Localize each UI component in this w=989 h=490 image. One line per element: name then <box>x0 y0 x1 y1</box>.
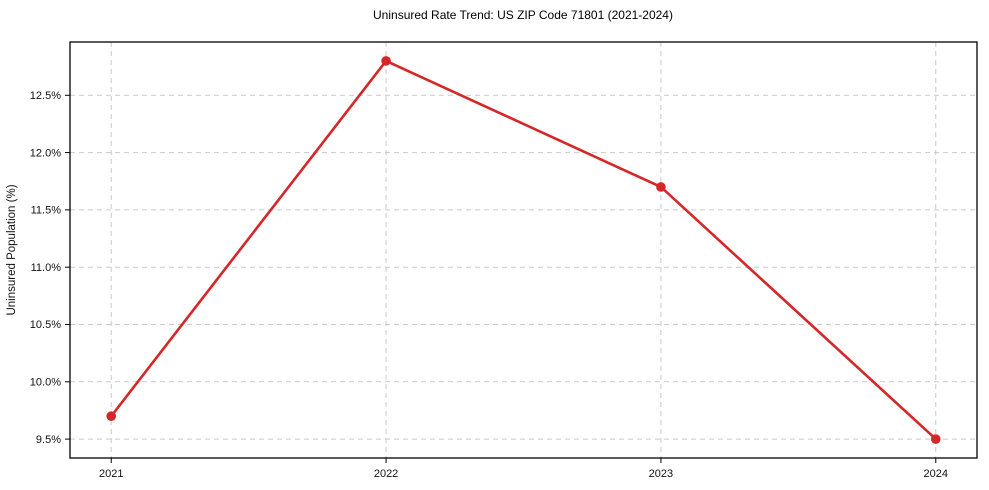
data-point-marker <box>656 182 666 192</box>
y-tick-label: 9.5% <box>36 434 61 446</box>
y-tick-label: 11.0% <box>31 262 62 274</box>
plot-border <box>69 41 978 459</box>
y-axis-label: Uninsured Population (%) <box>6 184 18 315</box>
y-tick-label: 10.0% <box>30 377 61 389</box>
y-tick-label: 12.5% <box>30 90 61 102</box>
data-point-marker <box>381 56 391 66</box>
x-tick-label: 2022 <box>374 468 398 480</box>
data-point-marker <box>930 434 941 444</box>
data-point-marker <box>106 411 117 421</box>
x-tick-label: 2023 <box>649 468 673 480</box>
x-tick-label: 2021 <box>99 468 123 480</box>
y-tick-label: 11.5% <box>31 205 62 217</box>
y-tick-label: 12.0% <box>30 147 61 159</box>
chart-generated-layer: 9.5% 10.0% 10.5% 11.0% 11.5% 12.0% 12.5% 2021 20… <box>30 41 978 480</box>
series-line <box>109 59 938 441</box>
chart-title: Uninsured Rate Trend: US ZIP Code 71801 … <box>373 8 673 22</box>
x-tick-label: 2024 <box>924 468 948 480</box>
y-tick-label: 10.5% <box>30 319 61 331</box>
